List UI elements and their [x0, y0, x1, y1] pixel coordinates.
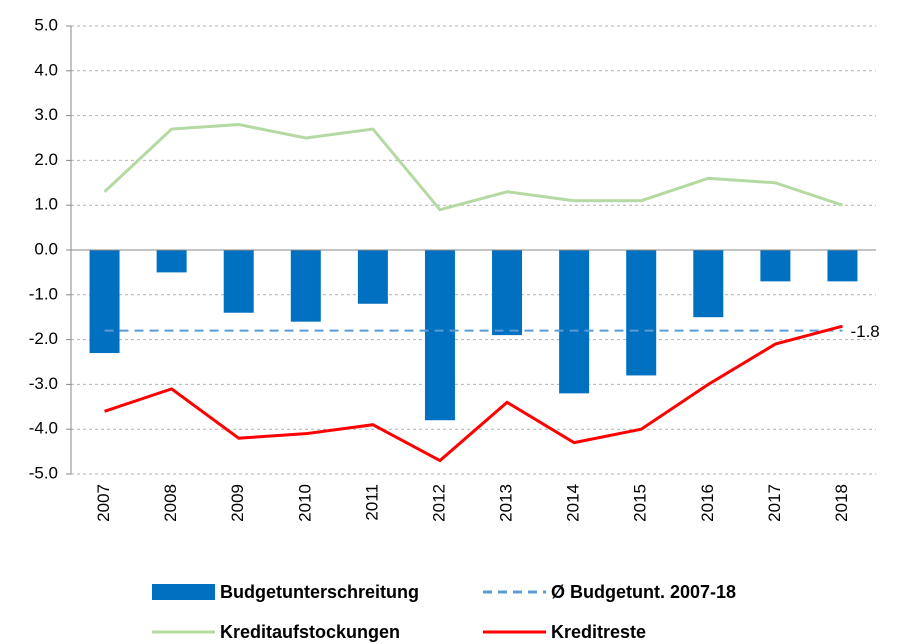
bar: [693, 250, 724, 318]
x-tick-label: 2018: [832, 484, 851, 522]
x-tick-label: 2009: [228, 484, 247, 522]
bar: [290, 250, 321, 322]
y-tick-label: -5.0: [29, 463, 58, 482]
x-tick-label: 2017: [765, 484, 784, 522]
bar: [424, 250, 455, 421]
y-tick-label: 3.0: [34, 105, 58, 124]
bar: [492, 250, 523, 336]
y-tick-label: 0.0: [34, 239, 58, 258]
x-tick-label: 2007: [94, 484, 113, 522]
bar: [559, 250, 590, 394]
y-tick-label: 5.0: [34, 15, 58, 34]
x-tick-label: 2010: [295, 484, 314, 522]
line: [103, 123, 843, 212]
y-tick-label: -4.0: [29, 419, 58, 438]
x-tick-label: 2008: [161, 484, 180, 522]
bar: [223, 250, 254, 313]
legend-label: Kreditaufstockungen: [220, 622, 400, 642]
y-tick-label: -1.0: [29, 284, 58, 303]
x-tick-label: 2011: [362, 484, 381, 521]
legend-label: Budgetunterschreitung: [220, 582, 419, 602]
bar: [760, 250, 791, 282]
bar: [89, 250, 120, 354]
line: [104, 324, 843, 463]
legend-swatch: [152, 584, 215, 600]
reference-label: -1.8: [850, 322, 879, 341]
y-tick-label: 1.0: [34, 195, 58, 214]
x-tick-label: 2012: [429, 484, 448, 522]
y-tick-label: 4.0: [34, 60, 58, 79]
bar: [156, 250, 187, 273]
bar: [827, 250, 858, 282]
legend-label: Kreditreste: [551, 622, 646, 642]
legend-label: Ø Budgetunt. 2007-18: [551, 582, 736, 602]
x-tick-label: 2014: [564, 484, 583, 522]
bar: [626, 250, 657, 376]
x-tick-label: 2013: [497, 484, 516, 522]
bar: [357, 250, 388, 304]
y-tick-label: -2.0: [29, 329, 58, 348]
x-tick-label: 2016: [698, 484, 717, 522]
y-tick-label: 2.0: [34, 150, 58, 169]
x-tick-label: 2015: [631, 484, 650, 522]
y-tick-label: -3.0: [29, 374, 58, 393]
